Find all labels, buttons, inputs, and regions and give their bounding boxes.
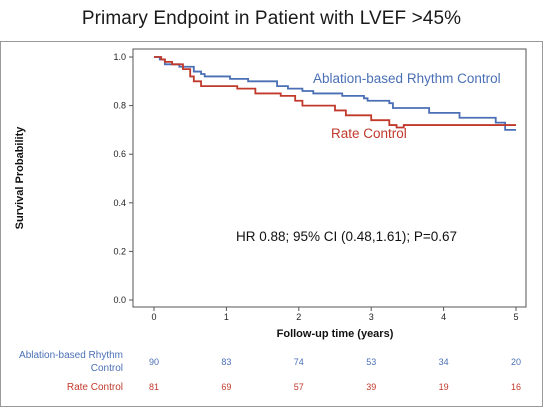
chart-title: Primary Endpoint in Patient with LVEF >4…	[81, 8, 462, 29]
risk-value: 57	[294, 382, 304, 392]
risk-row-label: Rate Control	[67, 382, 123, 393]
risk-table: Ablation-based Rhythm Control 90 83 74 53 34 20…	[19, 350, 521, 393]
y-axis-label: Survival Probability	[14, 126, 26, 230]
survival-curves	[154, 56, 516, 131]
x-tick-label: 3	[369, 312, 374, 322]
y-tick-label: 0.0	[113, 295, 126, 305]
risk-value: 16	[511, 382, 521, 392]
risk-value: 83	[221, 357, 231, 367]
risk-value: 20	[511, 357, 521, 367]
x-tick-label: 4	[441, 312, 446, 322]
x-tick-label: 1	[224, 312, 229, 322]
y-tick-label: 1.0	[113, 52, 126, 62]
risk-value: 74	[294, 357, 304, 367]
risk-value: 90	[149, 357, 159, 367]
y-tick-label: 0.6	[113, 149, 126, 159]
y-tick-label: 0.2	[113, 246, 126, 256]
legend-rate-control: Rate Control	[331, 126, 407, 141]
y-tick-label: 0.8	[113, 101, 126, 111]
series-line-rate-control	[154, 56, 516, 129]
plot-frame	[132, 48, 527, 308]
x-tick-label: 5	[513, 312, 518, 322]
x-tick-label: 0	[151, 312, 156, 322]
x-axis-label: Follow-up time (years)	[277, 328, 394, 340]
risk-value: 34	[439, 357, 449, 367]
risk-value: 69	[221, 382, 231, 392]
risk-value: 53	[366, 357, 376, 367]
risk-value: 39	[366, 382, 376, 392]
y-tick-label: 0.4	[113, 198, 126, 208]
x-tick-label: 2	[296, 312, 301, 322]
legend-ablation: Ablation-based Rhythm Control	[313, 71, 501, 86]
series-line-ablation	[154, 56, 516, 131]
risk-value: 19	[439, 382, 449, 392]
risk-row-label: Ablation-based Rhythm	[19, 350, 123, 361]
risk-value: 81	[149, 382, 159, 392]
hr-annotation: HR 0.88; 95% CI (0.48,1.61); P=0.67	[236, 229, 457, 244]
axes: 0.0 0.2 0.4 0.6 0.8 1.0 0 1 2 3 4 5	[113, 48, 527, 322]
risk-row-label-cont: Control	[91, 363, 123, 374]
